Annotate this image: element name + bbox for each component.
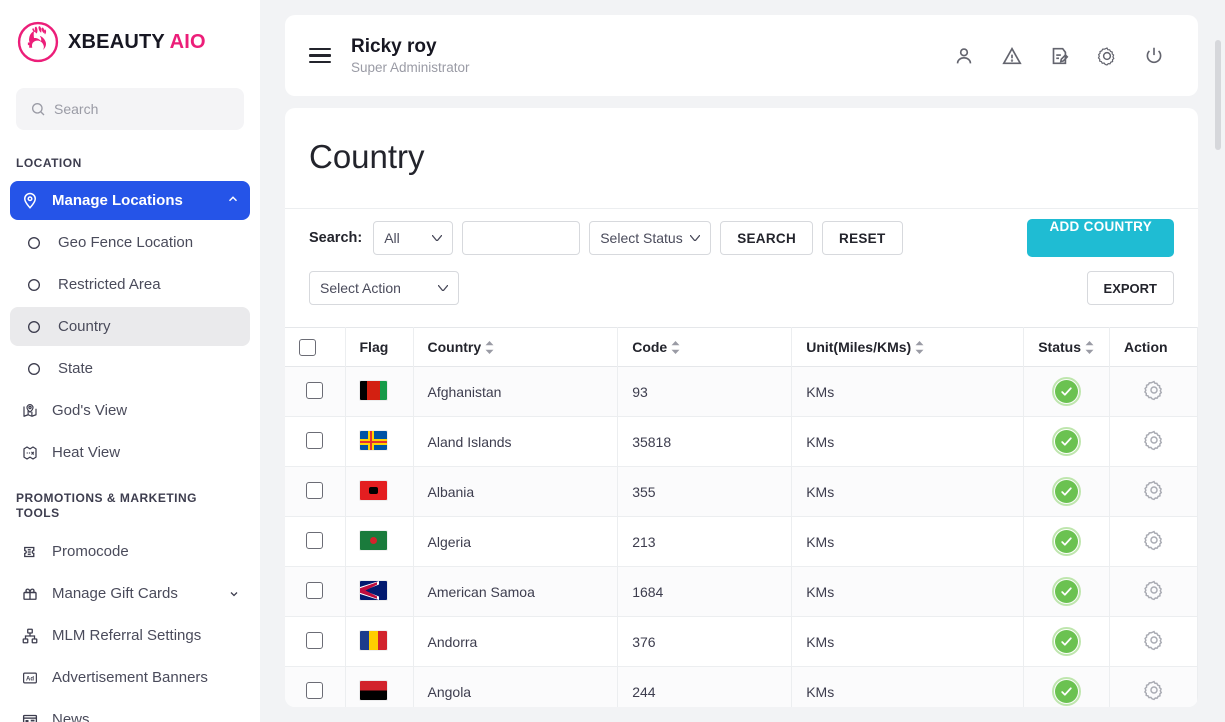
svg-text:Ad: Ad: [26, 676, 34, 682]
